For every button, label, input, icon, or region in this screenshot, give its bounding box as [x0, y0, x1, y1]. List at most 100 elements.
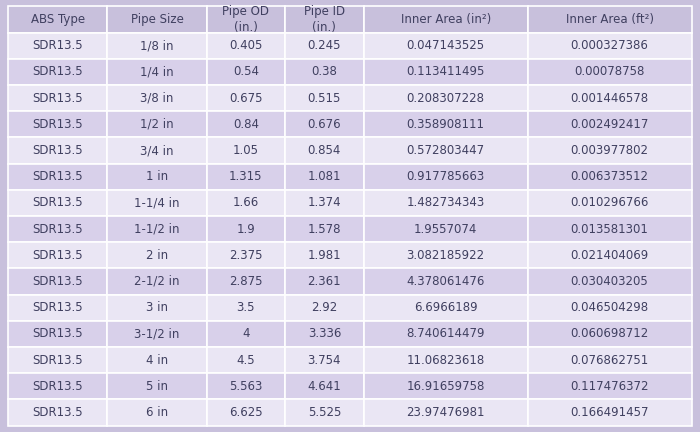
- Text: SDR13.5: SDR13.5: [33, 66, 83, 79]
- Text: 0.002492417: 0.002492417: [570, 118, 649, 131]
- Bar: [8, 373, 108, 399]
- Bar: [364, 268, 528, 295]
- Bar: [206, 85, 285, 111]
- Text: SDR13.5: SDR13.5: [33, 301, 83, 314]
- Text: 1.66: 1.66: [232, 197, 259, 210]
- Text: 2.92: 2.92: [312, 301, 337, 314]
- Bar: [108, 347, 206, 373]
- Bar: [8, 295, 108, 321]
- Bar: [364, 399, 528, 426]
- Bar: [528, 295, 692, 321]
- Text: 2.875: 2.875: [229, 275, 262, 288]
- Text: 1.315: 1.315: [229, 170, 262, 183]
- Bar: [285, 6, 364, 33]
- Bar: [108, 137, 206, 164]
- Bar: [206, 321, 285, 347]
- Text: 3.336: 3.336: [308, 327, 341, 340]
- Bar: [108, 164, 206, 190]
- Bar: [108, 321, 206, 347]
- Bar: [8, 6, 108, 33]
- Text: SDR13.5: SDR13.5: [33, 222, 83, 235]
- Text: 4.641: 4.641: [307, 380, 342, 393]
- Text: 1.9557074: 1.9557074: [414, 222, 477, 235]
- Bar: [528, 6, 692, 33]
- Bar: [206, 347, 285, 373]
- Bar: [528, 399, 692, 426]
- Bar: [364, 190, 528, 216]
- Text: 0.166491457: 0.166491457: [570, 406, 649, 419]
- Text: 1/8 in: 1/8 in: [140, 39, 174, 52]
- Text: 5.563: 5.563: [229, 380, 262, 393]
- Bar: [528, 321, 692, 347]
- Bar: [364, 33, 528, 59]
- Bar: [285, 111, 364, 137]
- Text: Pipe Size: Pipe Size: [131, 13, 183, 26]
- Bar: [528, 347, 692, 373]
- Bar: [528, 59, 692, 85]
- Text: 3/8 in: 3/8 in: [140, 92, 174, 105]
- Text: SDR13.5: SDR13.5: [33, 118, 83, 131]
- Text: 3-1/2 in: 3-1/2 in: [134, 327, 180, 340]
- Text: Pipe OD
(in.): Pipe OD (in.): [223, 5, 270, 34]
- Text: 0.208307228: 0.208307228: [407, 92, 484, 105]
- Bar: [285, 33, 364, 59]
- Bar: [528, 373, 692, 399]
- Bar: [285, 85, 364, 111]
- Bar: [285, 295, 364, 321]
- Bar: [206, 373, 285, 399]
- Text: 1.374: 1.374: [307, 197, 341, 210]
- Bar: [108, 242, 206, 268]
- Text: 1.05: 1.05: [233, 144, 259, 157]
- Bar: [108, 373, 206, 399]
- Text: 0.013581301: 0.013581301: [570, 222, 649, 235]
- Text: 0.54: 0.54: [233, 66, 259, 79]
- Text: 1.981: 1.981: [307, 249, 341, 262]
- Text: 0.001446578: 0.001446578: [570, 92, 649, 105]
- Bar: [206, 190, 285, 216]
- Text: 0.515: 0.515: [308, 92, 341, 105]
- Text: SDR13.5: SDR13.5: [33, 144, 83, 157]
- Text: SDR13.5: SDR13.5: [33, 327, 83, 340]
- Bar: [8, 137, 108, 164]
- Text: 3 in: 3 in: [146, 301, 168, 314]
- Bar: [8, 33, 108, 59]
- Text: 6.6966189: 6.6966189: [414, 301, 477, 314]
- Text: 0.358908111: 0.358908111: [407, 118, 484, 131]
- Bar: [528, 33, 692, 59]
- Text: 5.525: 5.525: [308, 406, 341, 419]
- Bar: [8, 216, 108, 242]
- Text: ABS Type: ABS Type: [31, 13, 85, 26]
- Bar: [364, 85, 528, 111]
- Text: 0.113411495: 0.113411495: [407, 66, 485, 79]
- Text: 0.003977802: 0.003977802: [570, 144, 649, 157]
- Text: 1/2 in: 1/2 in: [140, 118, 174, 131]
- Bar: [108, 59, 206, 85]
- Bar: [364, 59, 528, 85]
- Text: 2.375: 2.375: [229, 249, 262, 262]
- Bar: [8, 164, 108, 190]
- Bar: [206, 268, 285, 295]
- Bar: [285, 216, 364, 242]
- Bar: [285, 164, 364, 190]
- Text: 8.740614479: 8.740614479: [407, 327, 485, 340]
- Text: SDR13.5: SDR13.5: [33, 380, 83, 393]
- Bar: [285, 373, 364, 399]
- Text: 0.917785663: 0.917785663: [407, 170, 485, 183]
- Bar: [108, 111, 206, 137]
- Text: 0.046504298: 0.046504298: [570, 301, 649, 314]
- Text: 0.854: 0.854: [308, 144, 341, 157]
- Bar: [364, 164, 528, 190]
- Text: 3.5: 3.5: [237, 301, 255, 314]
- Bar: [364, 321, 528, 347]
- Text: 0.245: 0.245: [307, 39, 341, 52]
- Bar: [285, 242, 364, 268]
- Bar: [528, 85, 692, 111]
- Text: 6 in: 6 in: [146, 406, 168, 419]
- Text: SDR13.5: SDR13.5: [33, 197, 83, 210]
- Bar: [206, 399, 285, 426]
- Text: 0.38: 0.38: [312, 66, 337, 79]
- Bar: [364, 111, 528, 137]
- Bar: [285, 321, 364, 347]
- Text: 0.021404069: 0.021404069: [570, 249, 649, 262]
- Bar: [206, 216, 285, 242]
